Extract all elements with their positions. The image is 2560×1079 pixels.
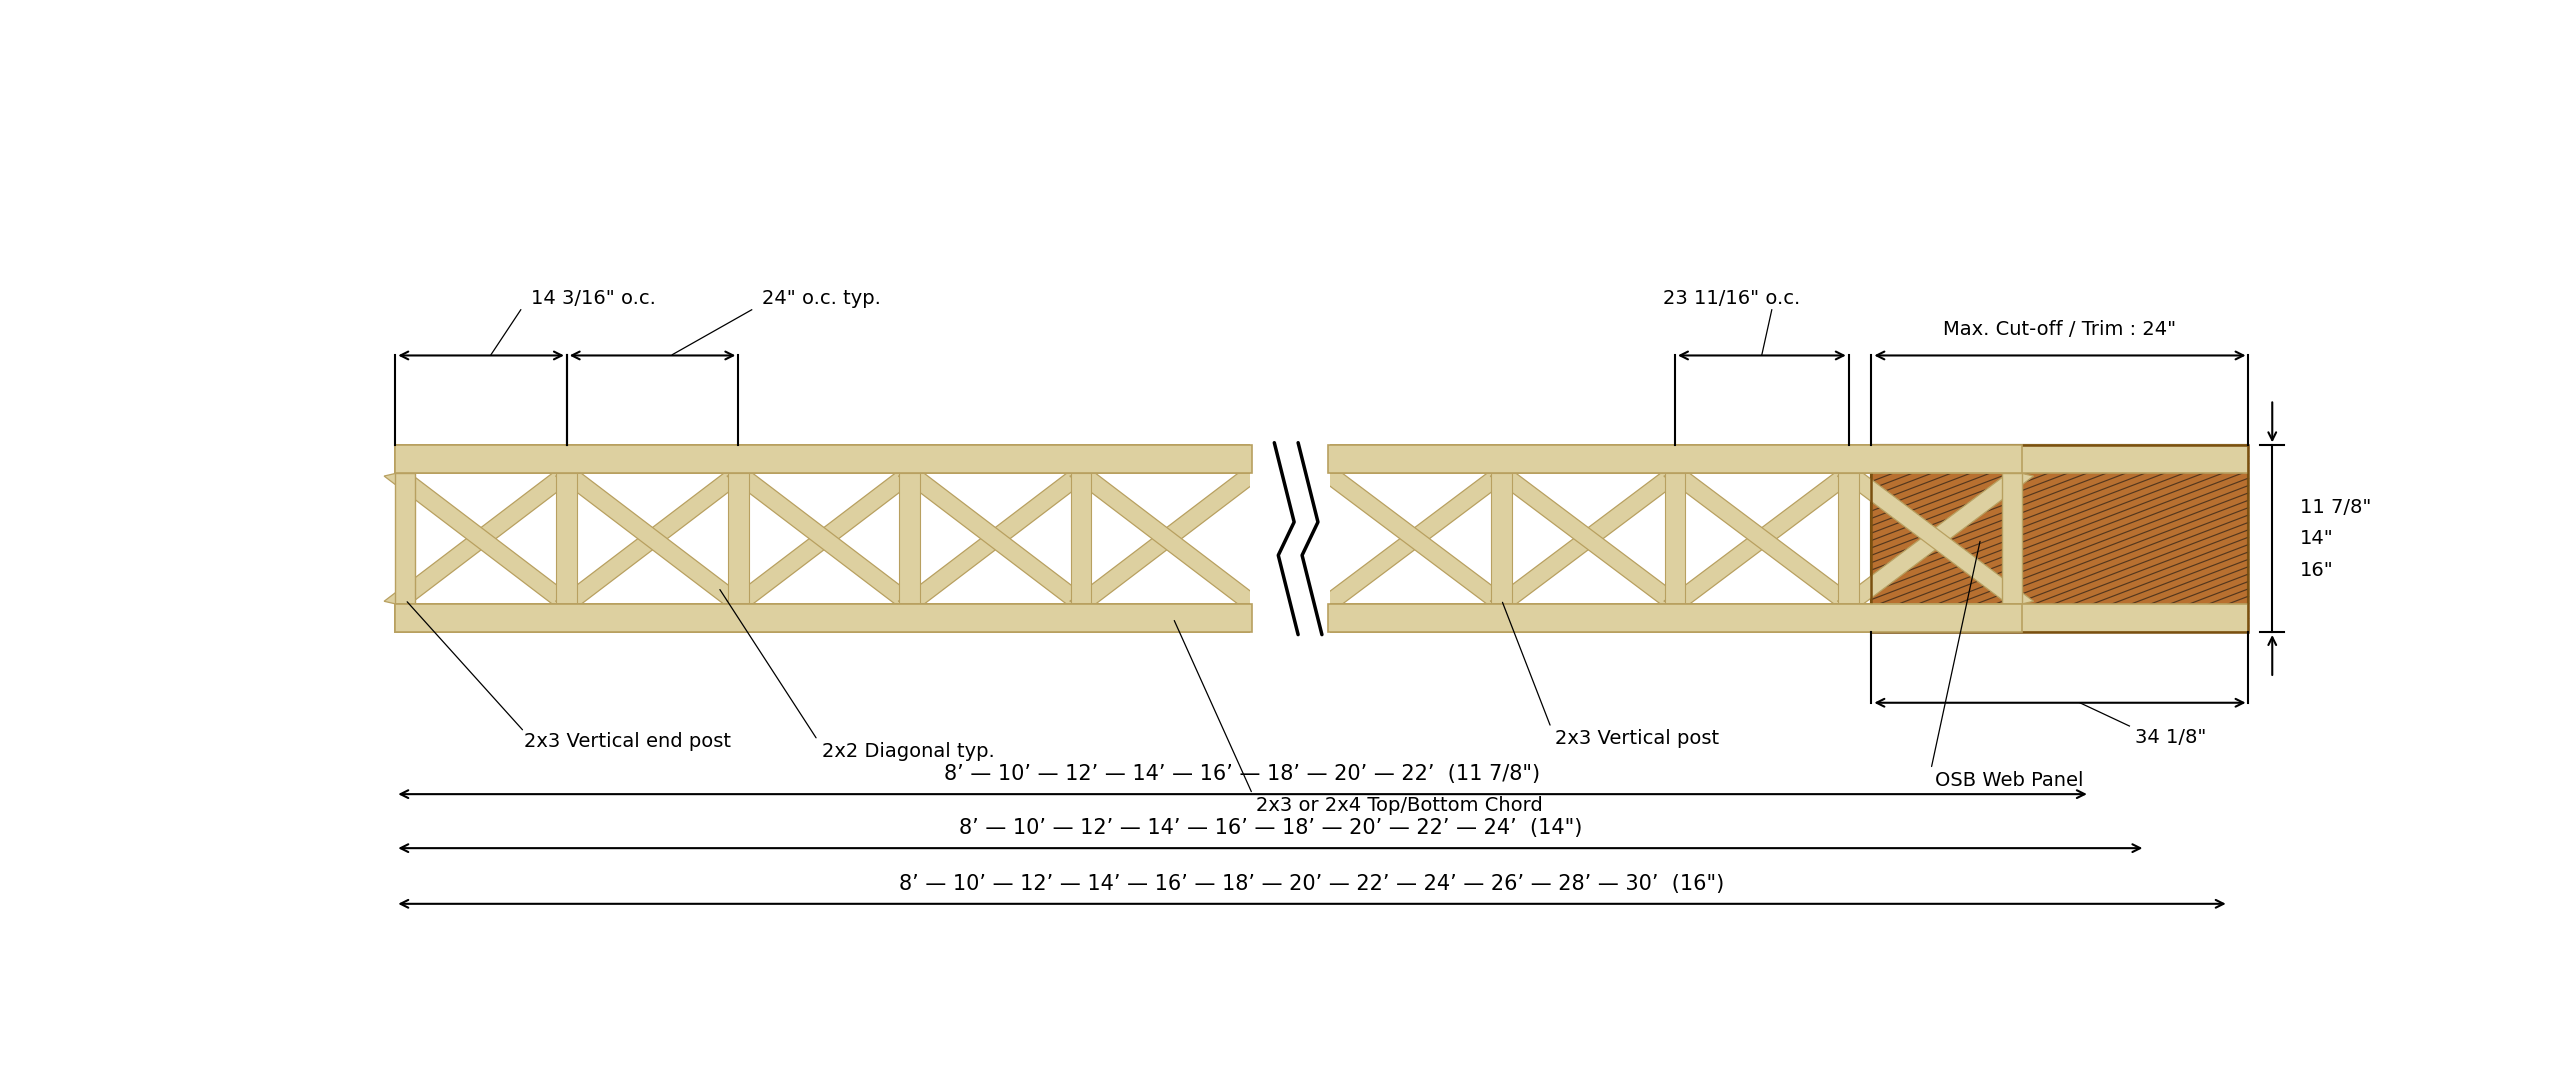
Bar — [394, 604, 2022, 632]
Polygon shape — [1490, 470, 1687, 606]
Polygon shape — [384, 470, 579, 606]
Polygon shape — [1664, 470, 1861, 606]
Text: 2x2 Diagonal typ.: 2x2 Diagonal typ. — [822, 741, 993, 761]
Text: 2x3 Vertical end post: 2x3 Vertical end post — [525, 732, 732, 751]
Polygon shape — [1070, 470, 1265, 606]
Text: Max. Cut-off / Trim : 24": Max. Cut-off / Trim : 24" — [1943, 319, 2176, 339]
Bar — [1871, 446, 2248, 474]
Polygon shape — [1316, 470, 1513, 606]
Bar — [1871, 446, 2248, 632]
Bar — [1070, 474, 1091, 604]
Polygon shape — [899, 470, 1093, 606]
Polygon shape — [727, 470, 922, 606]
Polygon shape — [727, 470, 922, 606]
Text: 2x3 Vertical post: 2x3 Vertical post — [1554, 729, 1720, 749]
Bar — [1871, 446, 2248, 632]
Polygon shape — [556, 470, 750, 606]
Polygon shape — [1316, 470, 1513, 606]
Bar — [1329, 446, 2022, 474]
Bar — [1249, 443, 1329, 633]
Bar — [727, 474, 748, 604]
Bar — [1838, 474, 1859, 604]
Polygon shape — [1664, 470, 1861, 606]
Text: 14 3/16" o.c.: 14 3/16" o.c. — [530, 289, 655, 309]
Text: 23 11/16" o.c.: 23 11/16" o.c. — [1664, 289, 1800, 309]
Bar — [1871, 446, 2248, 632]
Bar — [394, 446, 1252, 474]
Bar — [899, 474, 919, 604]
Polygon shape — [1838, 470, 2033, 606]
Polygon shape — [899, 470, 1093, 606]
Text: OSB Web Panel: OSB Web Panel — [1935, 770, 2084, 790]
Polygon shape — [384, 470, 579, 606]
Text: 11 7/8": 11 7/8" — [2299, 497, 2371, 517]
Polygon shape — [1838, 470, 2033, 606]
Polygon shape — [1490, 470, 1687, 606]
Bar — [2002, 474, 2022, 604]
Bar — [394, 474, 415, 604]
Bar — [556, 474, 576, 604]
Bar — [1329, 604, 2022, 632]
Polygon shape — [1070, 470, 1265, 606]
Text: 34 1/8": 34 1/8" — [2135, 727, 2207, 747]
Bar — [394, 446, 2022, 474]
Text: 8’ — 10’ — 12’ — 14’ — 16’ — 18’ — 20’ — 22’  (11 7/8"): 8’ — 10’ — 12’ — 14’ — 16’ — 18’ — 20’ —… — [945, 764, 1541, 784]
Text: 8’ — 10’ — 12’ — 14’ — 16’ — 18’ — 20’ — 22’ — 24’ — 26’ — 28’ — 30’  (16"): 8’ — 10’ — 12’ — 14’ — 16’ — 18’ — 20’ —… — [899, 874, 1725, 893]
Bar — [394, 604, 1252, 632]
Bar — [1871, 604, 2248, 632]
Text: 24" o.c. typ.: 24" o.c. typ. — [763, 289, 881, 309]
Text: 16": 16" — [2299, 561, 2335, 579]
Polygon shape — [556, 470, 750, 606]
Bar — [1664, 474, 1684, 604]
Bar — [1490, 474, 1513, 604]
Bar — [394, 604, 2022, 632]
Text: 2x3 or 2x4 Top/Bottom Chord: 2x3 or 2x4 Top/Bottom Chord — [1257, 796, 1544, 815]
Text: 8’ — 10’ — 12’ — 14’ — 16’ — 18’ — 20’ — 22’ — 24’  (14"): 8’ — 10’ — 12’ — 14’ — 16’ — 18’ — 20’ —… — [957, 818, 1582, 838]
Bar — [394, 446, 2022, 474]
Text: 14": 14" — [2299, 529, 2335, 548]
